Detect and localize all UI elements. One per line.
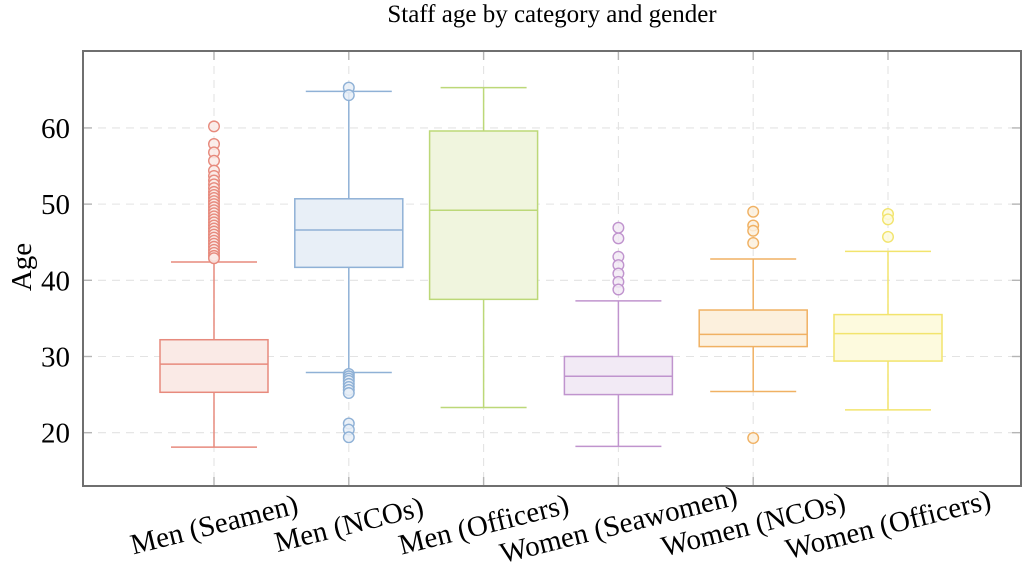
outlier-point [882, 230, 895, 243]
y-tick-label: 60 [41, 113, 70, 145]
outlier-point [882, 213, 895, 226]
box-series [833, 208, 943, 411]
outlier-point [747, 224, 760, 237]
outlier-point [207, 154, 220, 167]
outlier-point [342, 431, 355, 444]
box-series [159, 120, 269, 448]
iqr-box [563, 355, 674, 396]
plot-border [82, 50, 1022, 487]
box-series [428, 86, 539, 409]
box-series [563, 221, 674, 448]
iqr-box [833, 313, 943, 362]
y-tick-label: 50 [41, 189, 70, 221]
outlier-point [747, 432, 760, 445]
outlier-point [747, 205, 760, 218]
outlier-point [342, 89, 355, 102]
x-tick-label: Men (Seamen) [127, 489, 301, 562]
outlier-point [612, 232, 625, 245]
y-tick-label: 30 [41, 341, 70, 373]
iqr-box [294, 198, 404, 269]
box-series [294, 81, 404, 444]
outlier-point [747, 236, 760, 249]
outlier-point [342, 387, 355, 400]
outlier-point [207, 252, 220, 265]
outlier-point [612, 283, 625, 296]
y-tick-label: 40 [41, 265, 70, 297]
iqr-box [159, 338, 269, 394]
y-tick-label: 20 [41, 418, 70, 450]
box-series [698, 205, 808, 445]
outlier-point [207, 120, 220, 133]
outlier-point [612, 221, 625, 234]
iqr-box [698, 309, 808, 348]
iqr-box [428, 130, 539, 301]
chart-title: Staff age by category and gender [387, 1, 717, 28]
